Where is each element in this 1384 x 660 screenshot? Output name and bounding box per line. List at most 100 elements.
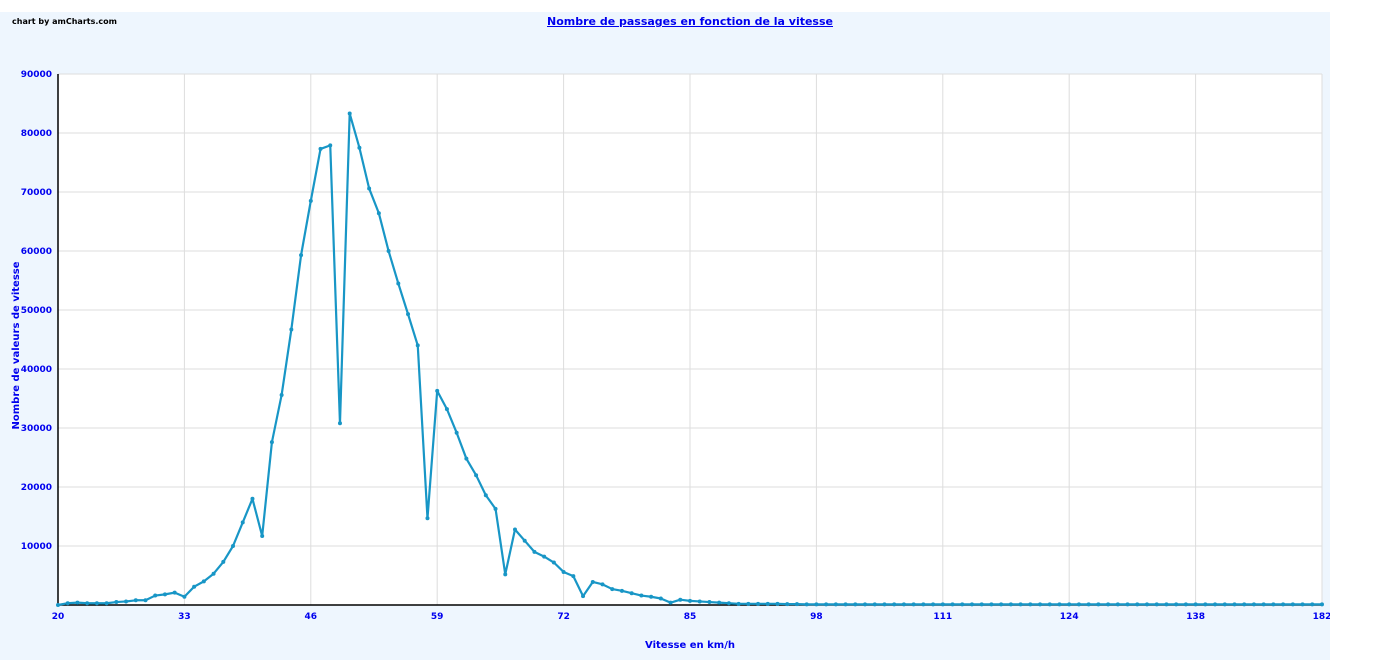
data-point <box>337 421 342 426</box>
data-point <box>863 602 868 607</box>
data-point <box>162 592 167 597</box>
y-tick-label: 20000 <box>21 483 52 493</box>
data-point <box>649 594 654 599</box>
data-point <box>989 602 994 607</box>
data-point <box>960 602 965 607</box>
data-point <box>376 211 381 216</box>
data-point <box>658 596 663 601</box>
data-point <box>1144 602 1149 607</box>
data-point <box>872 602 877 607</box>
data-point <box>1057 602 1062 607</box>
data-point <box>756 601 761 606</box>
chart-title[interactable]: Nombre de passages en fonction de la vit… <box>547 15 833 28</box>
data-point <box>1038 602 1043 607</box>
data-point <box>950 602 955 607</box>
data-point <box>746 601 751 606</box>
data-point <box>503 572 508 577</box>
data-point <box>1174 602 1179 607</box>
data-point <box>250 496 255 501</box>
y-tick-label: 50000 <box>21 306 52 316</box>
data-point <box>610 587 615 592</box>
data-point <box>1242 602 1247 607</box>
data-point <box>853 602 858 607</box>
data-point <box>678 597 683 602</box>
data-point <box>1183 602 1188 607</box>
x-tick-label: 33 <box>178 612 191 622</box>
data-point <box>1310 602 1315 607</box>
data-point <box>221 559 226 564</box>
data-point <box>1076 602 1081 607</box>
data-point <box>775 601 780 606</box>
x-tick-label: 111 <box>933 612 952 622</box>
data-point <box>639 593 644 598</box>
data-point <box>1261 602 1266 607</box>
data-point <box>979 602 984 607</box>
data-point <box>1115 602 1120 607</box>
data-point <box>289 327 294 332</box>
y-tick-label: 40000 <box>21 365 52 375</box>
data-point <box>804 602 809 607</box>
data-point <box>571 574 576 579</box>
data-point <box>124 599 129 604</box>
data-point <box>1047 602 1052 607</box>
data-point <box>1251 602 1256 607</box>
y-tick-label: 60000 <box>21 247 52 257</box>
data-point <box>1290 602 1295 607</box>
data-point <box>532 549 537 554</box>
data-point <box>1028 602 1033 607</box>
data-point <box>75 600 80 605</box>
data-point <box>1106 602 1111 607</box>
data-point <box>717 600 722 605</box>
data-point <box>85 601 90 606</box>
data-point <box>493 506 498 511</box>
data-point <box>114 600 119 605</box>
data-point <box>308 198 313 203</box>
data-point <box>318 146 323 151</box>
data-point <box>328 143 333 148</box>
data-point <box>240 520 245 525</box>
data-point <box>1164 602 1169 607</box>
data-point <box>1213 602 1218 607</box>
data-point <box>551 560 556 565</box>
x-tick-label: 138 <box>1186 612 1205 622</box>
data-point <box>1193 602 1198 607</box>
data-point <box>182 594 187 599</box>
data-point <box>1154 602 1159 607</box>
data-point <box>172 590 177 595</box>
data-point <box>269 440 274 445</box>
data-point <box>969 602 974 607</box>
data-point <box>1300 602 1305 607</box>
data-point <box>590 579 595 584</box>
data-point <box>814 602 819 607</box>
data-point <box>1086 602 1091 607</box>
data-point <box>1232 602 1237 607</box>
data-point <box>94 601 99 606</box>
data-point <box>133 598 138 603</box>
data-point <box>1203 602 1208 607</box>
data-point <box>211 571 216 576</box>
chart-container: 10000 20000 30000 40000 50000 60000 70000 80000… <box>0 12 1330 660</box>
data-point <box>581 594 586 599</box>
data-point <box>1008 602 1013 607</box>
x-tick-label: 20 <box>52 612 65 622</box>
y-tick-label: 90000 <box>21 70 52 80</box>
data-point <box>1222 602 1227 607</box>
data-point <box>931 602 936 607</box>
data-point <box>474 473 479 478</box>
data-point <box>56 603 60 607</box>
data-point <box>396 281 401 286</box>
x-tick-label: 85 <box>684 612 697 622</box>
y-tick-label: 10000 <box>21 542 52 552</box>
x-tick-label: 98 <box>810 612 823 622</box>
data-point <box>153 593 158 598</box>
data-point <box>668 600 673 605</box>
data-point <box>231 544 236 548</box>
data-point <box>688 598 692 603</box>
data-point <box>201 579 206 584</box>
data-point <box>1320 602 1324 607</box>
amcharts-credit-link[interactable]: chart by amCharts.com <box>12 17 117 26</box>
data-point <box>435 388 440 393</box>
data-point <box>464 456 469 461</box>
data-point <box>940 602 945 607</box>
data-point <box>765 601 770 606</box>
